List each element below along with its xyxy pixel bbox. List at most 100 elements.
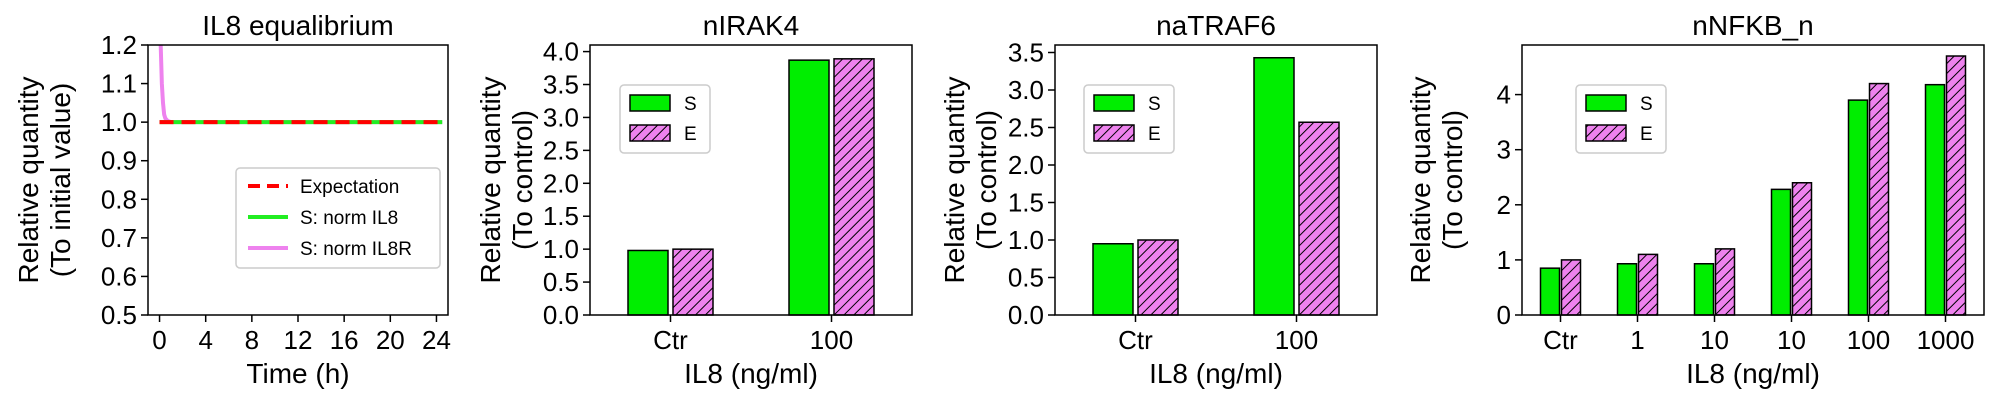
legend-label: E (1640, 124, 1653, 145)
bar-e (1560, 259, 1582, 316)
y-axis-label: (To control) (1437, 110, 1468, 250)
y-tick-label: 1.0 (1008, 225, 1044, 255)
legend-label: E (1148, 124, 1161, 145)
x-tick-label: 10 (1700, 325, 1729, 355)
y-tick-label: 0.9 (101, 146, 137, 176)
bar-s (1253, 57, 1295, 316)
y-tick-label: 3 (1497, 135, 1511, 165)
y-tick-label: 1.0 (101, 107, 137, 137)
y-tick-label: 4 (1497, 80, 1511, 110)
y-tick-label: 0.8 (101, 184, 137, 214)
y-tick-label: 1.0 (543, 234, 579, 264)
y-tick-label: 0.0 (1008, 300, 1044, 330)
bar-s (1092, 243, 1134, 316)
legend-label: E (684, 124, 697, 145)
y-tick-label: 1.5 (543, 201, 579, 231)
bar-s (1847, 99, 1869, 316)
x-tick-label: Ctr (1118, 325, 1153, 355)
x-tick-label: 10 (1777, 325, 1806, 355)
y-axis-label: (To initial value) (45, 83, 76, 278)
bar-e (833, 58, 875, 316)
chart-title: naTRAF6 (1156, 10, 1276, 41)
x-tick-label: 8 (245, 325, 259, 355)
bar-s (1539, 267, 1561, 316)
y-tick-label: 3.0 (543, 102, 579, 132)
legend-swatch (1585, 124, 1627, 142)
legend-swatch (629, 94, 671, 112)
y-tick-label: 0.5 (101, 300, 137, 330)
x-axis-label: IL8 (ng/ml) (1149, 358, 1283, 389)
y-tick-label: 4.0 (543, 37, 579, 67)
x-tick-label: 100 (1275, 325, 1318, 355)
bar-e (1137, 239, 1179, 316)
y-tick-label: 0.0 (543, 300, 579, 330)
y-tick-label: 1.2 (101, 30, 137, 60)
x-axis-label: IL8 (ng/ml) (684, 358, 818, 389)
x-tick-label: 20 (376, 325, 405, 355)
bar-s (627, 249, 669, 316)
chart-title: IL8 equalibrium (202, 10, 393, 41)
y-tick-label: 2 (1497, 190, 1511, 220)
x-axis-label: Time (h) (246, 358, 349, 389)
chart-panel-0: IL8 equalibrium 0.5 0.6 0.7 0.8 0.9 1.0 1.1 1.2 R… (13, 10, 451, 389)
y-tick-label: 3.5 (543, 70, 579, 100)
y-tick-label: 1 (1497, 245, 1511, 275)
y-tick-label: 0 (1497, 300, 1511, 330)
y-axis-label: Relative quantity (1405, 76, 1436, 283)
x-tick-label: 1 (1630, 325, 1644, 355)
bar-s (1770, 188, 1792, 316)
x-tick-label: Ctr (653, 325, 688, 355)
y-tick-label: 0.5 (1008, 263, 1044, 293)
x-tick-label: Ctr (1543, 325, 1578, 355)
y-tick-label: 2.5 (1008, 113, 1044, 143)
y-axis-label: (To control) (507, 110, 538, 250)
bar-s (788, 59, 830, 316)
bar-s (1924, 83, 1946, 316)
legend-swatch (629, 124, 671, 142)
legend-swatch (1093, 94, 1135, 112)
legend-label: S (684, 94, 697, 115)
y-tick-label: 0.5 (543, 267, 579, 297)
bar-e (1945, 55, 1967, 316)
bar-e (1714, 248, 1736, 316)
bar-e (1637, 253, 1659, 316)
axes-frame (1521, 44, 1985, 316)
plot-area (158, 45, 443, 125)
y-tick-label: 0.7 (101, 223, 137, 253)
legend-label: Expectation (300, 177, 399, 198)
bar-e (1791, 182, 1813, 316)
bar-e (672, 248, 714, 316)
x-axis-label: IL8 (ng/ml) (1686, 358, 1820, 389)
y-tick-label: 3.0 (1008, 75, 1044, 105)
x-tick-label: 12 (284, 325, 313, 355)
y-tick-label: 0.6 (101, 261, 137, 291)
chart-panel-1: nIRAK4 0.00.51.01.52.02.53.03.54.0 Relativ… (475, 10, 913, 389)
x-tick-label: 100 (1847, 325, 1890, 355)
y-axis-label: Relative quantity (13, 76, 44, 283)
bar-s (1616, 263, 1638, 316)
axes-frame (1054, 44, 1378, 316)
chart-panel-3: nNFKB_n 0 1 2 3 4 Relative quantity (To control… (1405, 10, 1985, 389)
bar-s (1693, 263, 1715, 316)
x-tick-label: 4 (198, 325, 212, 355)
x-tick-label: 1000 (1917, 325, 1975, 355)
x-tick-label: 0 (152, 325, 166, 355)
y-axis-label: (To control) (971, 110, 1002, 250)
legend-label: S: norm IL8R (300, 239, 412, 260)
y-tick-label: 2.0 (1008, 150, 1044, 180)
chart-title: nIRAK4 (703, 10, 800, 41)
legend-swatch (1093, 124, 1135, 142)
y-tick-label: 1.1 (101, 69, 137, 99)
x-tick-label: 24 (422, 325, 451, 355)
y-tick-label: 1.5 (1008, 188, 1044, 218)
legend-label: S (1148, 94, 1161, 115)
legend-box (235, 167, 441, 269)
chart-title: nNFKB_n (1692, 10, 1813, 41)
y-axis-label: Relative quantity (475, 76, 506, 283)
bar-e (1868, 82, 1890, 316)
legend-label: S (1640, 94, 1653, 115)
bar-e (1298, 121, 1340, 316)
y-tick-label: 2.0 (543, 168, 579, 198)
x-tick-label: 16 (330, 325, 359, 355)
